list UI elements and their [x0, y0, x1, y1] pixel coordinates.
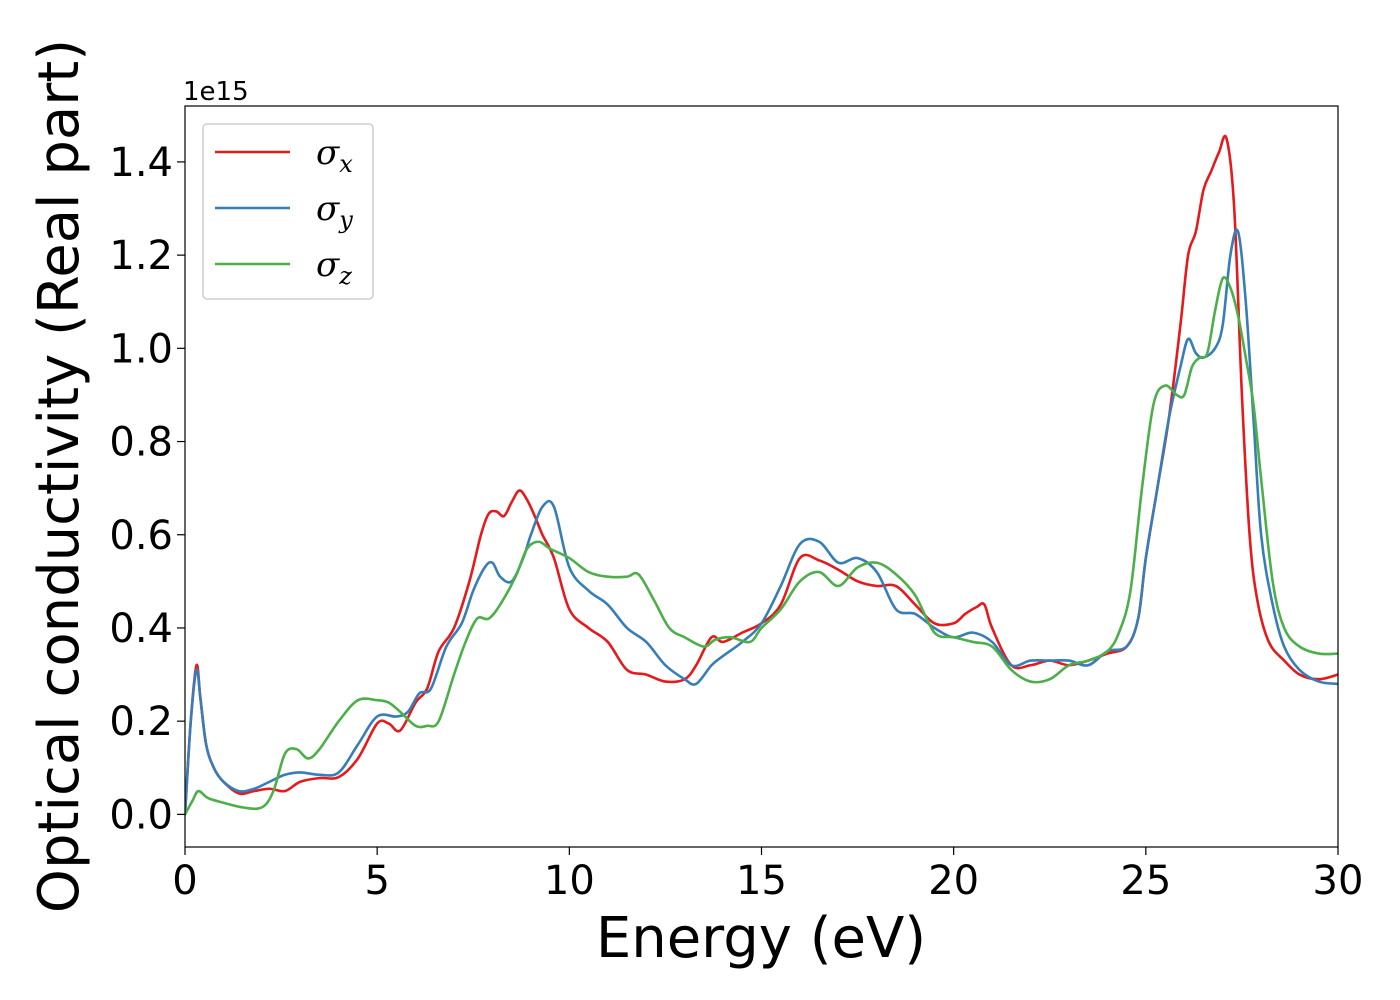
x-axis-ticks: 0 5 10 15 20 25 30: [172, 847, 1363, 904]
y-tick-label: 0.4: [109, 606, 173, 652]
y-tick-label: 0.8: [109, 420, 173, 466]
series-line-z: [185, 276, 1338, 816]
y-tick-label: 0.2: [109, 699, 173, 745]
legend: σx σy σz: [202, 123, 374, 300]
series-layer: [185, 134, 1338, 816]
y-tick-label: 1.2: [109, 233, 173, 279]
y-tick-label: 1.4: [109, 140, 173, 186]
legend-label-z: σz: [316, 245, 352, 290]
x-tick-label: 5: [364, 858, 389, 904]
series-line-x: [185, 134, 1338, 816]
legend-label-x: σx: [316, 133, 353, 178]
legend-box: [202, 123, 374, 300]
y-axis-offset-label: 1e15: [183, 77, 249, 107]
legend-entries: σx σy σz: [215, 133, 353, 290]
y-axis-title: Optical conductivity (Real part): [27, 39, 92, 913]
x-axis-title: Energy (eV): [596, 906, 926, 971]
y-tick-label: 1.0: [109, 326, 173, 372]
x-tick-label: 30: [1313, 858, 1364, 904]
x-tick-label: 25: [1120, 858, 1171, 904]
x-tick-label: 10: [544, 858, 595, 904]
y-axis-ticks: 0.0 0.2 0.4 0.6 0.8 1.0 1.2 1.4: [109, 140, 185, 838]
x-tick-label: 0: [172, 858, 197, 904]
legend-label-y: σy: [316, 189, 353, 234]
x-tick-label: 15: [736, 858, 787, 904]
y-tick-label: 0.6: [109, 513, 173, 559]
x-tick-label: 20: [928, 858, 979, 904]
y-tick-label: 0.0: [109, 792, 173, 838]
